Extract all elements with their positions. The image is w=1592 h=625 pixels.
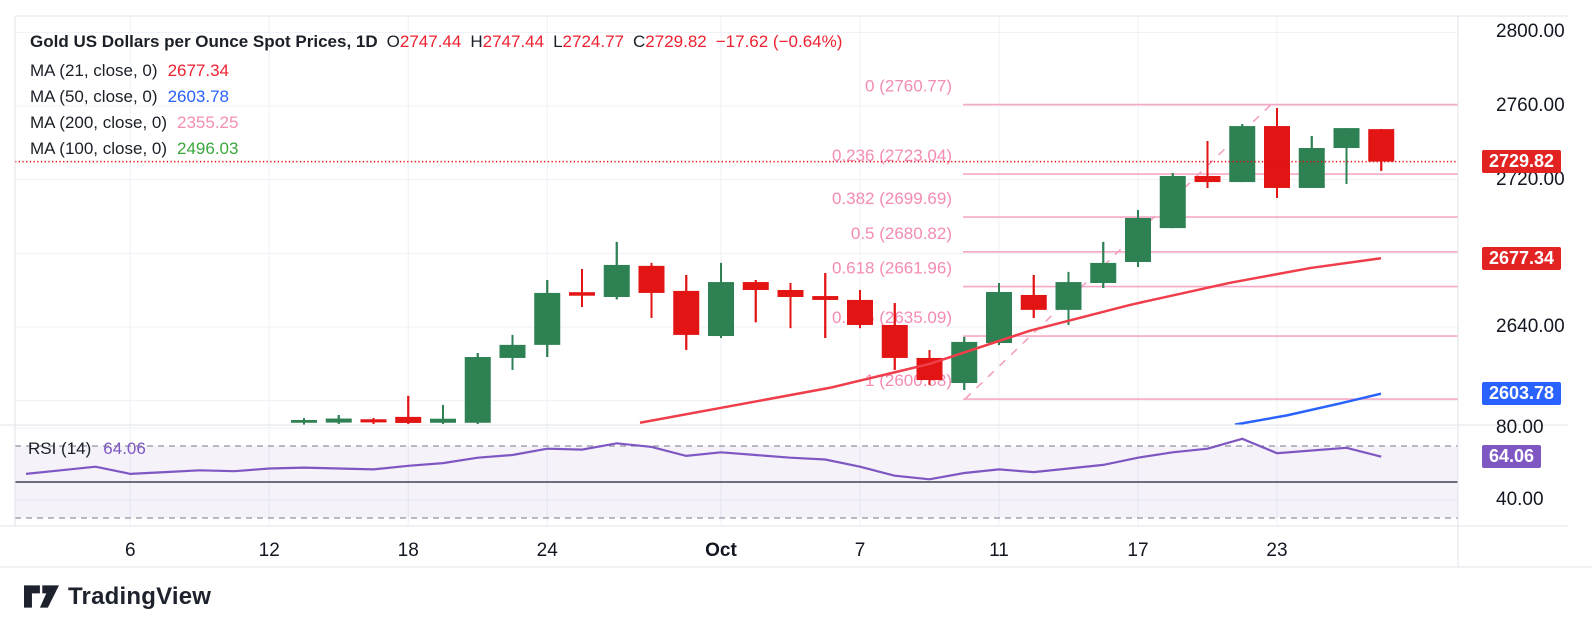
fib-trendline[interactable] [964,104,1272,400]
fib-level-label: 0.5 (2680.82) [851,224,952,243]
price-axis-badge: 64.06 [1482,445,1542,469]
price-axis-badge: 2729.82 [1482,150,1562,174]
symbol-title: Gold US Dollars per Ounce Spot Prices, 1… [30,32,378,51]
symbol-ohlc-row[interactable]: Gold US Dollars per Ounce Spot Prices, 1… [30,32,842,51]
price-axis-label: 40.00 [1496,489,1544,510]
time-axis-label: 24 [536,540,558,561]
rsi-legend-row[interactable]: RSI (14) 64.06 [28,439,146,458]
time-axis-label: 6 [124,540,136,561]
ma-legend-row[interactable]: MA (21, close, 0) 2677.34 [30,61,229,80]
high-label: H [470,32,483,51]
time-axis-label: Oct [705,540,737,561]
close-label: C [633,32,646,51]
rsi-label: RSI (14) [28,439,92,458]
time-axis-label: 7 [854,540,866,561]
ma-legend-label: MA (100, close, 0) [30,139,168,158]
open-label: O [386,32,400,51]
price-axis-label: 2720.00 [1496,168,1565,190]
tradingview-logo-icon [24,585,59,608]
close-value: 2729.82 [645,32,707,51]
price-axis-badge: 2603.78 [1482,382,1562,406]
time-axis-label: 12 [258,540,280,561]
ma-legend-row[interactable]: MA (200, close, 0) 2355.25 [30,113,238,132]
rsi-line[interactable] [25,437,1382,481]
ma50-line[interactable] [1234,392,1382,425]
ma-legend-value: 2677.34 [167,61,230,80]
low-label: L [553,32,563,51]
ma-legend-value: 2496.03 [177,139,239,158]
price-axis-label: 80.00 [1496,417,1544,438]
ma21-line[interactable] [639,256,1382,425]
ma-legend-label: MA (50, close, 0) [30,87,158,106]
fib-level-label: 0 (2760.77) [865,77,952,96]
time-axis-label: 17 [1127,540,1149,561]
ma-legend-label: MA (200, close, 0) [30,113,168,132]
ma-legend-label: MA (21, close, 0) [30,61,158,80]
tradingview-logo[interactable]: TradingView [24,582,211,611]
time-axis-label: 11 [989,540,1009,561]
open-value: 2747.44 [399,32,462,51]
time-axis-label: 18 [397,540,419,561]
time-axis-label: 23 [1266,540,1288,561]
rsi-value: 64.06 [103,439,146,458]
tradingview-logo-text: TradingView [68,582,212,610]
low-value: 2724.77 [562,32,624,51]
fib-level-label: 0.382 (2699.69) [832,189,952,208]
high-value: 2747.44 [482,32,545,51]
price-axis-label: 2760.00 [1496,95,1565,116]
ma-legend-row[interactable]: MA (100, close, 0) 2496.03 [30,139,238,158]
ma-legend-value: 2603.78 [167,87,230,106]
price-axis-label: 2800.00 [1496,21,1565,43]
ma-legend-value: 2355.25 [177,113,239,132]
price-axis-badge: 2677.34 [1482,246,1562,270]
price-axis-label: 2640.00 [1496,316,1565,337]
change-value: −17.62 (−0.64%) [715,32,843,51]
ma-legend-row[interactable]: MA (50, close, 0) 2603.78 [30,87,229,106]
fib-level-label: 0.236 (2723.04) [832,146,952,165]
fib-level-label: 0.618 (2661.96) [832,259,952,278]
